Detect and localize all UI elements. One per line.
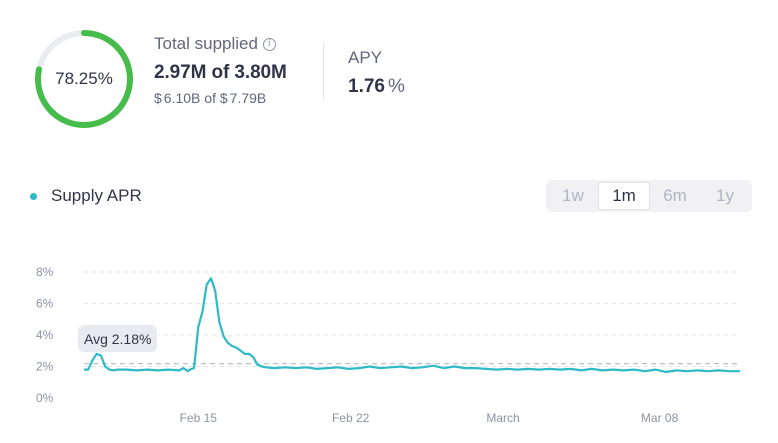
- ring-fill: [35, 30, 133, 128]
- y-tick-label: 4%: [36, 328, 54, 342]
- apy-title: APY: [348, 48, 383, 67]
- x-tick-label: Feb 15: [180, 411, 218, 425]
- y-tick-label: 6%: [36, 297, 54, 311]
- range-1m-button[interactable]: 1m: [598, 182, 650, 210]
- x-tick-label: Feb 22: [332, 411, 370, 425]
- y-tick-label: 2%: [36, 360, 54, 374]
- apy-block: APY 1.76%: [348, 48, 405, 98]
- supplied-value: 2.97M: [154, 62, 207, 83]
- average-badge: Avg 2.18%: [78, 325, 158, 352]
- supplied-usd: $6.10B of $7.79B: [154, 90, 287, 106]
- stat-divider: [323, 42, 324, 100]
- series-line: [84, 277, 740, 374]
- supply-cap-value: 3.80M: [234, 62, 287, 83]
- time-range-selector: 1w 1m 6m 1y: [546, 180, 752, 212]
- utilization-label: 78.25%: [55, 69, 113, 88]
- usd-cap-prefix: $: [219, 90, 228, 106]
- range-6m-button[interactable]: 6m: [663, 186, 687, 205]
- total-supplied-block: Total supplied i 2.97M of 3.80M $6.10B o…: [154, 34, 287, 106]
- legend-label: Supply APR: [51, 186, 142, 205]
- y-tick-label: 0%: [36, 391, 54, 405]
- usd-cap: 7.79B: [229, 90, 267, 106]
- total-supplied-title: Total supplied i: [154, 34, 287, 54]
- x-tick-label: Mar 08: [641, 411, 679, 425]
- usd-amount: 6.10B: [163, 90, 201, 106]
- x-tick-label: March: [486, 411, 519, 425]
- utilization-ring: [35, 30, 133, 128]
- apy-value-row: 1.76%: [348, 76, 405, 98]
- total-supplied-label: Total supplied: [154, 34, 258, 53]
- chart-legend: Supply APR: [30, 186, 142, 206]
- range-1w-button[interactable]: 1w: [562, 186, 584, 205]
- info-icon[interactable]: i: [262, 37, 276, 51]
- y-tick-label: 8%: [36, 265, 54, 279]
- range-1y-button[interactable]: 1y: [716, 186, 734, 205]
- supplied-amount: 2.97M of 3.80M: [154, 62, 287, 84]
- usd-prefix: $: [154, 90, 162, 106]
- usd-of: of: [204, 90, 216, 106]
- legend-dot-icon: [30, 192, 37, 200]
- supplied-of: of: [211, 62, 230, 83]
- apy-unit: %: [387, 76, 405, 97]
- apy-value: 1.76: [348, 76, 385, 97]
